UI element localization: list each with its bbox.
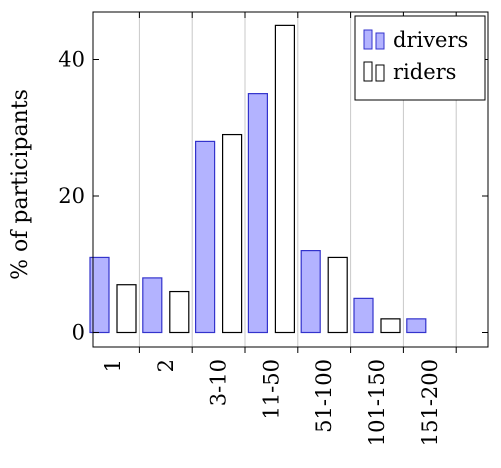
bar-drivers xyxy=(142,277,163,334)
legend-swatch-riders xyxy=(363,61,373,82)
x-tick-label: 1 xyxy=(101,359,125,372)
legend-swatch-drivers xyxy=(375,32,385,50)
legend-swatch-drivers xyxy=(363,29,373,50)
x-tick-label: 101-150 xyxy=(365,359,389,446)
legend-label-drivers: drivers xyxy=(393,28,468,52)
legend: drivers riders xyxy=(354,15,486,101)
bar-drivers xyxy=(89,256,110,334)
x-tick-label: 151-200 xyxy=(418,359,442,446)
x-tick-label: 11-50 xyxy=(259,359,283,420)
bar-riders xyxy=(116,284,137,334)
bar-drivers xyxy=(300,250,321,334)
bar-drivers xyxy=(195,140,216,334)
bar-riders xyxy=(327,256,348,334)
bars xyxy=(89,24,427,334)
x-tick-labels: 1 2 3-10 11-50 51-100 101-150 151-200 xyxy=(101,359,442,446)
y-tick-label: 20 xyxy=(58,184,85,208)
y-tick-labels: 0 20 40 xyxy=(58,48,85,345)
bar-drivers xyxy=(247,93,268,334)
bar-riders xyxy=(169,290,190,334)
legend-box xyxy=(354,15,486,101)
x-tick-label: 2 xyxy=(154,359,178,372)
bar-riders xyxy=(222,133,243,334)
bar-riders xyxy=(274,24,295,334)
bar-riders xyxy=(380,318,401,334)
y-tick-label: 0 xyxy=(72,321,85,345)
plot-frame xyxy=(92,11,489,348)
y-axis-label: % of participants xyxy=(8,89,33,280)
bar-drivers xyxy=(406,318,427,334)
bar-drivers xyxy=(353,297,374,334)
y-tick-label: 40 xyxy=(58,48,85,72)
legend-swatch-riders xyxy=(375,64,385,82)
x-tick-label: 3-10 xyxy=(207,359,231,406)
x-tick-label: 51-100 xyxy=(312,359,336,433)
legend-label-riders: riders xyxy=(393,60,456,84)
